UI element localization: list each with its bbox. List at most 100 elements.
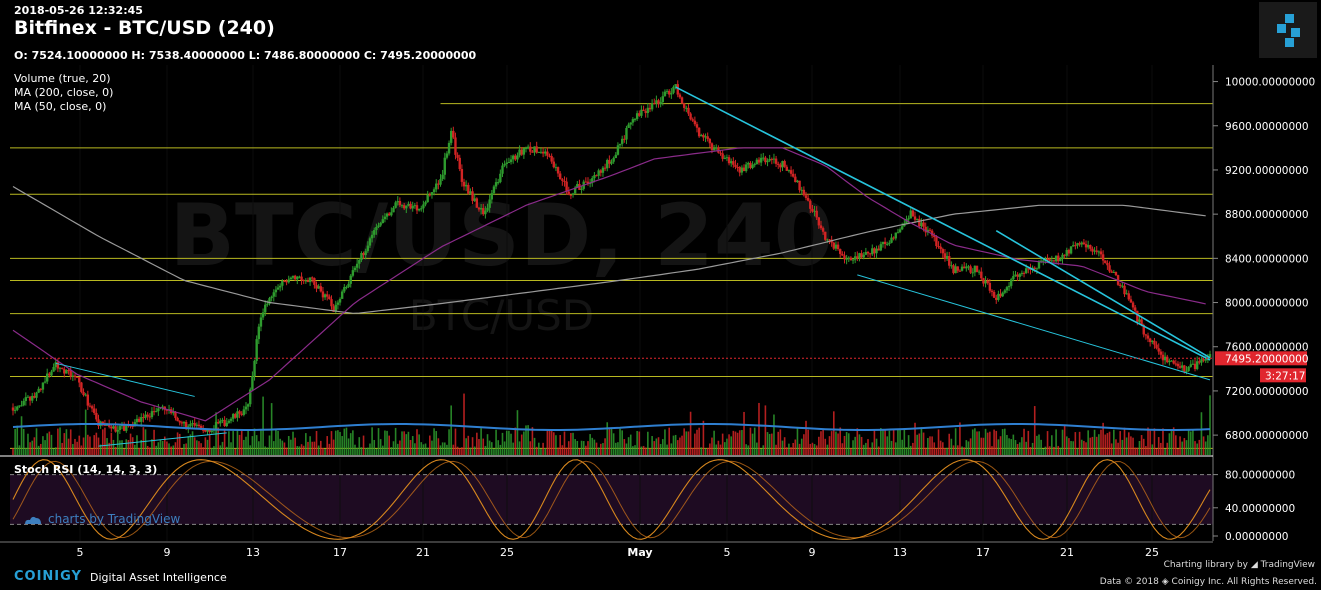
candle-body bbox=[774, 158, 778, 164]
indicator-volume-label[interactable]: Volume (true, 20) bbox=[14, 72, 111, 85]
indicator-stoch-label[interactable]: Stoch RSI (14, 14, 3, 3) bbox=[14, 463, 158, 476]
volume-bar bbox=[1132, 437, 1134, 455]
volume-bar bbox=[1048, 446, 1051, 455]
volume-bar bbox=[674, 434, 677, 455]
volume-bar bbox=[664, 429, 666, 455]
candle-body bbox=[847, 257, 850, 259]
volume-bar bbox=[339, 431, 341, 455]
volume-bar bbox=[266, 447, 269, 455]
volume-bar bbox=[65, 429, 68, 455]
volume-bar bbox=[352, 430, 354, 455]
candle-body bbox=[494, 182, 498, 187]
volume-bar bbox=[1095, 436, 1098, 455]
volume-bar bbox=[1207, 435, 1209, 455]
candle-body bbox=[1178, 366, 1182, 368]
time-tick-label: 17 bbox=[976, 546, 990, 559]
candle-body bbox=[573, 187, 577, 194]
candle-body bbox=[345, 286, 348, 288]
volume-bar bbox=[29, 442, 31, 455]
candle-body bbox=[744, 164, 748, 172]
volume-bar bbox=[843, 435, 846, 455]
candle-body bbox=[462, 181, 466, 187]
candle-body bbox=[281, 280, 284, 286]
volume-bar bbox=[1202, 436, 1205, 455]
candle-body bbox=[685, 107, 688, 109]
volume-bar bbox=[736, 432, 739, 455]
candle-body bbox=[856, 256, 859, 259]
candle-body bbox=[879, 244, 883, 251]
volume-bar bbox=[860, 436, 863, 455]
volume-bar bbox=[785, 447, 788, 455]
coinigy-brand[interactable]: COINIGY bbox=[14, 569, 82, 584]
volume-bar bbox=[230, 442, 232, 455]
volume-bar bbox=[433, 428, 435, 455]
candle-body bbox=[236, 411, 239, 418]
candle-body bbox=[710, 143, 714, 151]
candle-body bbox=[1131, 302, 1135, 308]
candle-body bbox=[122, 424, 126, 431]
volume-bar bbox=[251, 436, 254, 455]
candle-body bbox=[150, 411, 154, 418]
volume-bar bbox=[636, 430, 638, 455]
candle-body bbox=[50, 371, 53, 376]
candle-body bbox=[182, 421, 186, 424]
candle-body bbox=[824, 231, 827, 240]
volume-bar bbox=[1033, 406, 1036, 455]
candle-body bbox=[180, 422, 184, 424]
candle-body bbox=[928, 229, 932, 231]
volume-bar bbox=[976, 431, 978, 455]
volume-bar bbox=[839, 427, 842, 455]
volume-bar bbox=[1057, 445, 1060, 455]
volume-bar bbox=[35, 428, 38, 455]
candle-body bbox=[1082, 242, 1086, 245]
volume-bar bbox=[61, 442, 63, 455]
indicator-ma200-label[interactable]: MA (200, close, 0) bbox=[14, 86, 114, 99]
candle-body bbox=[285, 280, 288, 283]
volume-bar bbox=[191, 431, 194, 455]
indicator-ma50-label[interactable]: MA (50, close, 0) bbox=[14, 100, 107, 113]
volume-bar bbox=[978, 431, 980, 455]
candle-body bbox=[520, 149, 523, 155]
candle-body bbox=[1012, 275, 1015, 280]
candle-body bbox=[505, 162, 508, 165]
tradingview-credit[interactable]: Charting library by ◢ TradingView bbox=[1163, 560, 1315, 570]
volume-bar bbox=[456, 446, 459, 455]
volume-bar bbox=[48, 431, 51, 455]
candle-body bbox=[650, 103, 654, 110]
candle-body bbox=[539, 151, 543, 153]
volume-bar bbox=[1177, 448, 1179, 455]
volume-bar bbox=[753, 427, 756, 455]
candle-body bbox=[131, 425, 134, 427]
candle-body bbox=[571, 193, 575, 195]
volume-bar bbox=[961, 446, 963, 455]
candle-body bbox=[441, 174, 444, 180]
volume-bar bbox=[1149, 430, 1151, 455]
candle-body bbox=[400, 205, 404, 207]
candle-body bbox=[475, 198, 479, 208]
volume-bar bbox=[497, 440, 500, 455]
candle-body bbox=[971, 272, 974, 274]
candle-body bbox=[507, 161, 511, 163]
candle-body bbox=[1039, 260, 1043, 262]
candle-body bbox=[727, 157, 731, 164]
volume-bar bbox=[794, 439, 797, 455]
candle-body bbox=[712, 148, 716, 151]
volume-bar bbox=[649, 448, 651, 455]
volume-bar bbox=[1065, 436, 1068, 455]
volume-bar bbox=[632, 446, 634, 455]
volume-bar bbox=[587, 441, 589, 455]
candle-body bbox=[901, 226, 904, 230]
candle-body bbox=[935, 237, 938, 246]
coinigy-logo-icon[interactable] bbox=[1259, 2, 1317, 58]
candle-body bbox=[759, 157, 763, 163]
candle-body bbox=[544, 151, 547, 154]
volume-bar bbox=[1209, 395, 1211, 455]
stoch-tick-label: 40.00000000 bbox=[1225, 503, 1295, 515]
volume-bar bbox=[723, 442, 726, 455]
candle-body bbox=[308, 277, 312, 283]
candle-body bbox=[402, 205, 406, 209]
volume-bar bbox=[619, 428, 621, 455]
volume-bar bbox=[698, 427, 700, 455]
volume-bar bbox=[131, 437, 134, 455]
